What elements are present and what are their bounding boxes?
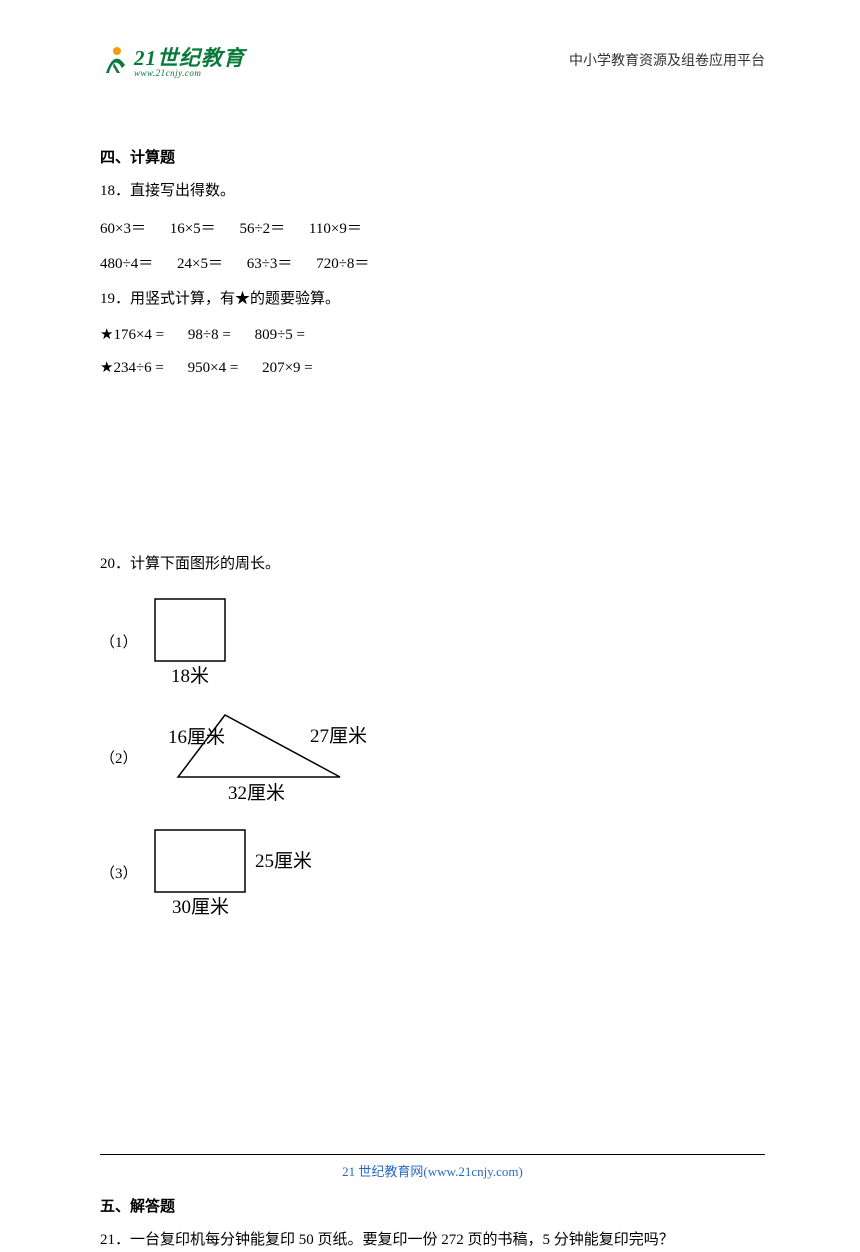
- q19-line2: ★234÷6 = 950×4 = 207×9 =: [100, 358, 765, 377]
- section-5-title: 五、解答题: [100, 1195, 765, 1216]
- q20-fig1-label: （1）: [100, 631, 138, 652]
- fig3-bottom-label: 30厘米: [172, 896, 229, 918]
- q20-fig3: （3） 25厘米 30厘米: [100, 825, 765, 920]
- q20-fig2-label: （2）: [100, 747, 138, 768]
- header-right-text: 中小学教育资源及组卷应用平台: [569, 50, 765, 70]
- fig2-right-label: 27厘米: [310, 725, 367, 747]
- document-page: 21世纪教育 www.21cnjy.com 中小学教育资源及组卷应用平台 四、计…: [0, 0, 860, 1216]
- fig2-left-label: 16厘米: [168, 726, 225, 748]
- q18-l2-2: 24×5＝: [177, 256, 223, 272]
- q18-line1: 60×3＝ 16×5＝ 56÷2＝ 110×9＝: [100, 217, 765, 238]
- q18-l1-4: 110×9＝: [309, 221, 362, 237]
- q18-l1-2: 16×5＝: [170, 221, 216, 237]
- logo: 21世纪教育 www.21cnjy.com: [100, 42, 245, 78]
- q19-l1-3: 809÷5 =: [255, 327, 305, 343]
- q18-l1-3: 56÷2＝: [239, 221, 285, 237]
- q19-line1: ★176×4 = 98÷8 = 809÷5 =: [100, 325, 765, 344]
- fig2-bottom-label: 32厘米: [228, 782, 285, 804]
- q20-container: 20．计算下面图形的周长。 （1） 18米 （2） 16厘米 27厘米 32厘米…: [100, 552, 765, 920]
- logo-text-wrapper: 21世纪教育 www.21cnjy.com: [134, 42, 245, 78]
- rectangle-figure: 25厘米 30厘米: [150, 825, 350, 920]
- q19-l1-2: 98÷8 =: [188, 327, 231, 343]
- q19-l2-3: 207×9 =: [262, 360, 313, 376]
- logo-person-icon: [100, 45, 130, 75]
- q18-l2-3: 63÷3＝: [247, 256, 293, 272]
- fig1-side-label: 18米: [171, 665, 209, 687]
- section-5: 五、解答题 21．一台复印机每分钟能复印 50 页纸。要复印一份 272 页的书…: [100, 1195, 765, 1252]
- q19-l2-2: 950×4 =: [188, 360, 239, 376]
- q18-l2-1: 480÷4＝: [100, 256, 153, 272]
- q20-fig1: （1） 18米: [100, 594, 765, 689]
- page-header: 21世纪教育 www.21cnjy.com 中小学教育资源及组卷应用平台: [100, 42, 765, 78]
- page-footer: 21 世纪教育网(www.21cnjy.com): [100, 1154, 765, 1180]
- q20-fig3-label: （3）: [100, 862, 138, 883]
- fig3-right-label: 25厘米: [255, 850, 312, 872]
- q19-l1-1: ★176×4 =: [100, 327, 164, 343]
- q18-l1-1: 60×3＝: [100, 221, 146, 237]
- q19-l2-1: ★234÷6 =: [100, 360, 164, 376]
- q18-line2: 480÷4＝ 24×5＝ 63÷3＝ 720÷8＝: [100, 252, 765, 273]
- q18-prompt: 18．直接写出得数。: [100, 179, 765, 203]
- square-figure: 18米: [150, 594, 250, 689]
- q20-prompt: 20．计算下面图形的周长。: [100, 552, 765, 576]
- footer-text: 21 世纪教育网(www.21cnjy.com): [342, 1164, 523, 1179]
- triangle-figure: 16厘米 27厘米 32厘米: [150, 707, 430, 807]
- q19-prompt: 19．用竖式计算，有★的题要验算。: [100, 287, 765, 311]
- q21-text: 21．一台复印机每分钟能复印 50 页纸。要复印一份 272 页的书稿，5 分钟…: [100, 1228, 765, 1252]
- q18-l2-4: 720÷8＝: [316, 256, 369, 272]
- section-4-title: 四、计算题: [100, 146, 765, 167]
- q20-fig2: （2） 16厘米 27厘米 32厘米: [100, 707, 765, 807]
